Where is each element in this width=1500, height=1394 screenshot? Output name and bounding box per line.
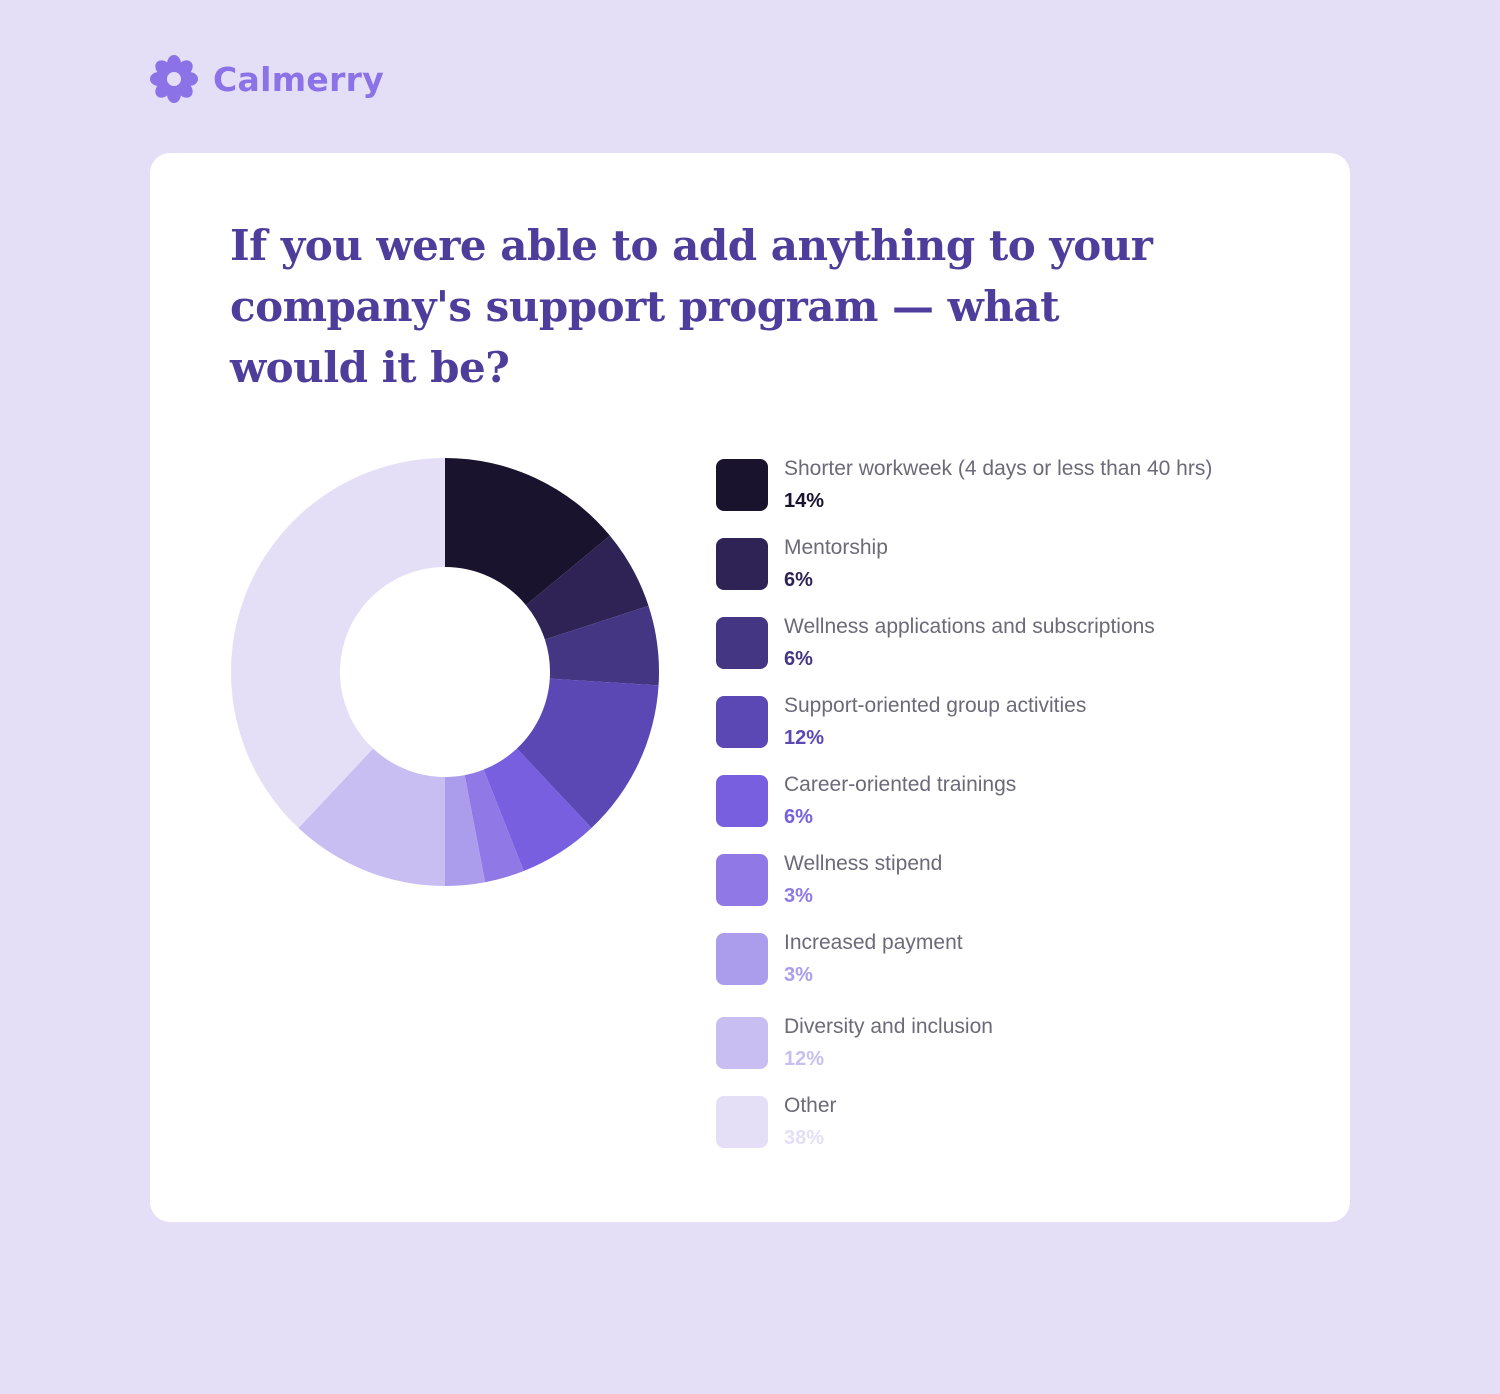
legend-label: Wellness applications and subscriptions [784, 615, 1155, 638]
donut-slice [445, 775, 486, 886]
legend-value: 6% [784, 806, 813, 828]
legend-swatch [716, 854, 768, 906]
brand-header: Calmerry [150, 54, 384, 104]
legend-value: 3% [784, 885, 813, 907]
legend-item: Other 38% [716, 1094, 1316, 1154]
legend-label: Diversity and inclusion [784, 1015, 993, 1038]
legend-swatch [716, 933, 768, 985]
legend-swatch [716, 1017, 768, 1069]
legend-item: Mentorship 6% [716, 536, 1316, 596]
legend-value: 14% [784, 490, 825, 512]
chart-title: If you were able to add anything to your… [230, 221, 1153, 392]
legend-item: Wellness applications and subscriptions 6… [716, 615, 1316, 675]
donut-slice [445, 458, 610, 606]
legend-swatch [716, 775, 768, 827]
legend-swatch [716, 696, 768, 748]
chart-card: If you were able to add anything to your… [150, 153, 1350, 1222]
donut-slice [298, 748, 445, 886]
legend-item: Increased payment 3% [716, 931, 1316, 991]
legend-label: Mentorship [784, 536, 888, 559]
legend-item: Wellness stipend 3% [716, 852, 1316, 912]
donut-slice [464, 769, 524, 883]
legend-label: Shorter workweek (4 days or less than 40… [784, 457, 1213, 480]
legend-label: Other [784, 1094, 837, 1117]
donut-slice [544, 605, 659, 686]
brand-name: Calmerry [213, 59, 385, 99]
flower-logo-icon [150, 55, 198, 103]
legend-label: Career-oriented trainings [784, 773, 1017, 796]
legend-item: Shorter workweek (4 days or less than 40… [716, 457, 1316, 517]
legend-item: Career-oriented trainings 6% [716, 773, 1316, 833]
legend-value: 6% [784, 648, 813, 670]
legend-label: Increased payment [784, 931, 963, 954]
legend-label: Wellness stipend [784, 852, 943, 875]
legend-item: Diversity and inclusion 12% [716, 1015, 1316, 1075]
donut-slice [525, 535, 649, 640]
legend-value: 3% [784, 964, 813, 986]
legend-value: 12% [784, 727, 825, 749]
donut-slice [516, 678, 659, 828]
legend-item: Support-oriented group activities 12% [716, 694, 1316, 754]
donut-slice [231, 458, 445, 828]
legend-label: Support-oriented group activities [784, 694, 1087, 717]
legend-value: 6% [784, 569, 813, 591]
legend-value: 12% [784, 1048, 825, 1070]
legend-value: 38% [784, 1127, 825, 1149]
donut-slice [483, 748, 592, 871]
legend-swatch [716, 459, 768, 511]
legend-swatch [716, 1096, 768, 1148]
donut-chart [231, 458, 659, 886]
legend-swatch [716, 617, 768, 669]
legend-swatch [716, 538, 768, 590]
